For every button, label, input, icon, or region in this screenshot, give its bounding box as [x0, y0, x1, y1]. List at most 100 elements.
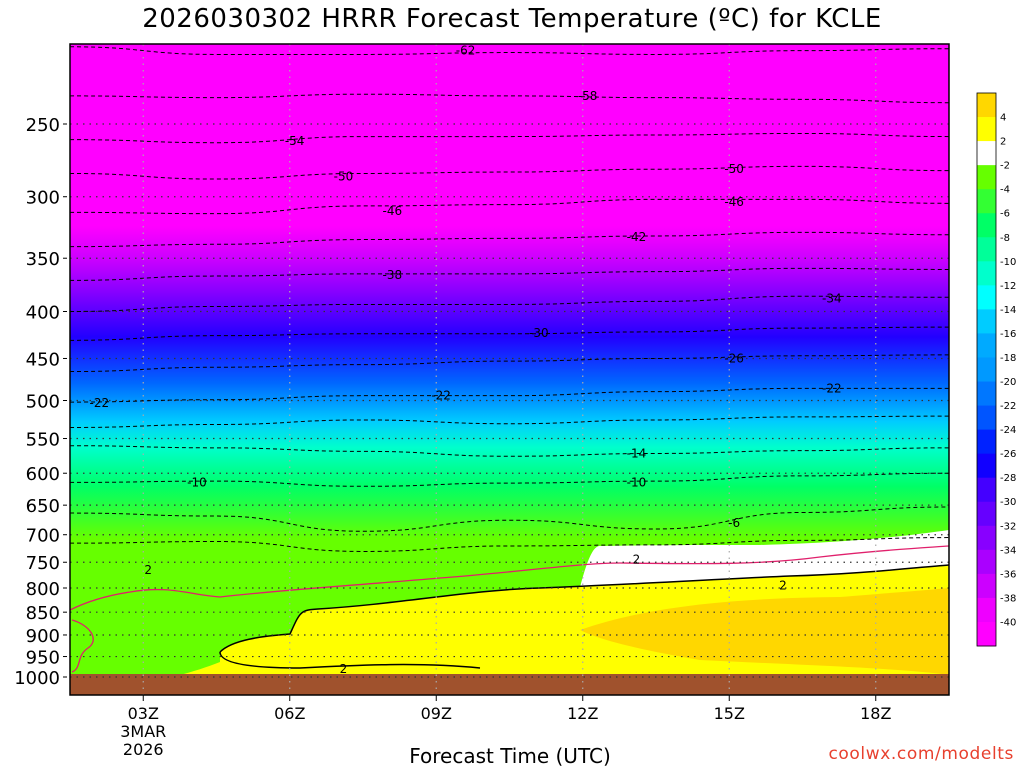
contour-label: -50 — [334, 169, 354, 183]
y-tick-label: 650 — [26, 496, 60, 517]
contour-label: -42 — [627, 230, 647, 244]
colorbar-swatch — [977, 333, 996, 358]
isotherm-contours — [70, 46, 949, 552]
y-tick-label: 600 — [26, 464, 60, 485]
colorbar-swatch — [977, 429, 996, 455]
colorbar-swatch — [977, 237, 996, 262]
colorbar-label: -26 — [1000, 449, 1016, 460]
x-tick-label: 09Z — [421, 704, 452, 723]
colorbar-label: -10 — [1000, 257, 1016, 268]
colorbar-label: -22 — [1000, 401, 1016, 412]
x-tick-date: 3MAR — [120, 722, 166, 741]
x-axis-label: Forecast Time (UTC) — [409, 744, 611, 768]
colorbar-label: -30 — [1000, 497, 1016, 508]
x-tick-label: 03Z — [128, 704, 159, 723]
two-degree-contour — [219, 564, 949, 653]
colorbar-swatch — [977, 405, 996, 431]
contour-label: -10 — [187, 475, 207, 489]
x-tick-date: 2026 — [123, 740, 164, 759]
contour-label: -58 — [578, 89, 598, 103]
chart-title: 2026030302 HRRR Forecast Temperature (ºC… — [142, 4, 882, 34]
contour-label: -50 — [724, 162, 744, 176]
colorbar-label: -4 — [1000, 185, 1010, 196]
y-tick-label: 250 — [26, 115, 60, 136]
colorbar-label: -36 — [1000, 569, 1016, 580]
colorbar-label: -14 — [1000, 305, 1016, 316]
contour-label: 2 — [633, 553, 641, 567]
colorbar-label: 4 — [1000, 113, 1006, 124]
contour-label: -6 — [728, 516, 740, 530]
y-tick-label: 900 — [26, 626, 60, 647]
colorbar-label: -18 — [1000, 353, 1016, 364]
colorbar-label: -12 — [1000, 281, 1016, 292]
contour-label: 2 — [779, 578, 787, 592]
two-degree-contour-lower — [219, 651, 481, 669]
colorbar-label: -40 — [1000, 617, 1016, 628]
colorbar-swatch — [977, 453, 996, 479]
colorbar-swatch — [977, 477, 996, 503]
contour-label: -62 — [456, 44, 476, 58]
colorbar-swatch — [977, 261, 996, 286]
colorbar-swatch — [977, 525, 996, 551]
colorbar-label: -20 — [1000, 377, 1016, 388]
freezing-line — [70, 545, 949, 611]
colorbar-label: -28 — [1000, 473, 1016, 484]
x-tick-label: 18Z — [860, 704, 891, 723]
contour-label: -34 — [822, 291, 842, 305]
colorbar-swatch — [977, 549, 996, 575]
colorbar-swatch — [977, 165, 996, 190]
colorbar-label: -8 — [1000, 233, 1010, 244]
colorbar-label: -38 — [1000, 593, 1016, 604]
contour-labels: -62-58-54-50-50-46-46-42-38-34-30-26-22-… — [89, 44, 841, 676]
colorbar-swatch — [977, 573, 996, 599]
colorbar-swatch — [977, 285, 996, 310]
colorbar-label: -34 — [1000, 545, 1016, 556]
below-ground — [70, 674, 949, 695]
contour-label: -14 — [627, 446, 647, 460]
colorbar-label: -2 — [1000, 161, 1010, 172]
warmest-layer-region — [580, 588, 949, 675]
y-tick-label: 350 — [26, 249, 60, 270]
contour-label: -26 — [724, 351, 744, 365]
y-tick-label: 450 — [26, 349, 60, 370]
freezing-line-lower — [71, 619, 94, 673]
y-tick-label: 300 — [26, 188, 60, 209]
contour-label: 2 — [340, 662, 348, 676]
x-tick-label: 12Z — [567, 704, 598, 723]
colorbar-label: -16 — [1000, 329, 1016, 340]
y-tick-label: 500 — [26, 392, 60, 413]
y-tick-label: 400 — [26, 302, 60, 323]
colorbar-swatch — [977, 357, 996, 382]
colorbar-swatch — [977, 621, 996, 647]
x-tick-label: 15Z — [714, 704, 745, 723]
contour-label: -22 — [89, 396, 109, 410]
y-tick-label: 950 — [26, 648, 60, 669]
contour-label: -38 — [382, 268, 402, 282]
contour-label: -46 — [382, 204, 402, 218]
colorbar-swatch — [977, 93, 996, 118]
colorbar-swatch — [977, 213, 996, 238]
y-axis: 2503003504004505005506006507007508008509… — [14, 115, 67, 689]
colorbar-swatch — [977, 597, 996, 623]
colorbar-label: 2 — [1000, 137, 1006, 148]
colorbar-swatch — [977, 141, 996, 166]
colorbar-frame — [976, 92, 997, 647]
plot-frame — [69, 43, 950, 696]
colorbar-label: -32 — [1000, 521, 1016, 532]
colorbar: 4 2 -2 -4 -6 -8 -10 -12 -14 -16 -18 -20 -22 -24 -26 -28… — [976, 92, 1016, 647]
colorbar-label: -24 — [1000, 425, 1016, 436]
contour-label: -10 — [627, 475, 647, 489]
y-tick-label: 800 — [26, 579, 60, 600]
colorbar-swatch — [977, 381, 996, 406]
credit-link[interactable]: coolwx.com/modelts — [828, 744, 1014, 764]
isotherm--6 — [70, 506, 949, 532]
colorbar-swatch — [977, 117, 996, 142]
y-tick-label: 850 — [26, 603, 60, 624]
colorbar-swatch — [977, 309, 996, 334]
contour-label: -22 — [822, 381, 842, 395]
contour-label: 2 — [144, 563, 152, 577]
colorbar-label: -6 — [1000, 209, 1010, 220]
contour-label: -22 — [431, 389, 451, 403]
